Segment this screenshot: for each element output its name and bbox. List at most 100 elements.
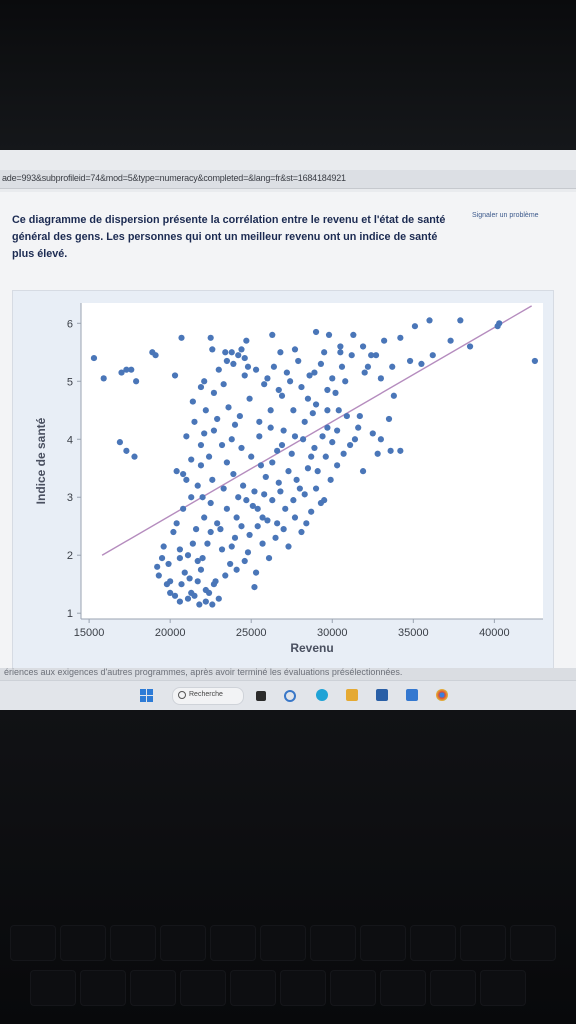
scatter-point	[327, 476, 334, 483]
scatter-point	[312, 328, 320, 336]
scatter-point	[256, 418, 263, 425]
keyboard-key	[230, 970, 276, 1006]
scatter-point	[265, 555, 273, 562]
scatter-point	[389, 363, 396, 370]
scatter-point	[209, 601, 216, 608]
scatter-point	[176, 598, 183, 605]
browser-window: ade=993&subprofileid=74&mod=5&type=numer…	[0, 150, 576, 710]
scatter-point	[248, 453, 255, 460]
scatter-point	[241, 557, 248, 565]
scatter-point	[188, 494, 195, 501]
scatter-point	[361, 369, 368, 376]
scatter-chart: 15000 20000 25000 30000 35000 40000 1 2 3 4 5 6 Reve…	[34, 303, 543, 655]
scatter-point	[167, 578, 174, 585]
keyboard-key	[60, 925, 106, 961]
scatter-point	[238, 523, 245, 530]
scatter-point	[397, 447, 404, 454]
scatter-point	[324, 407, 331, 414]
scatter-point	[348, 352, 355, 359]
scatter-point	[291, 433, 299, 440]
y-tick-label: 2	[67, 550, 73, 562]
address-bar-url[interactable]: ade=993&subprofileid=74&mod=5&type=numer…	[2, 173, 346, 183]
scatter-point	[324, 386, 331, 394]
scatter-point	[264, 375, 271, 382]
scatter-point	[293, 476, 300, 483]
keyboard-row	[0, 970, 576, 1010]
keyboard-row	[0, 925, 576, 965]
scatter-point	[335, 407, 342, 414]
keyboard-key	[480, 970, 526, 1006]
scatter-point	[205, 589, 213, 597]
file-explorer-icon[interactable]	[256, 691, 266, 701]
scatter-point	[171, 372, 179, 379]
scatter-point	[257, 462, 265, 469]
scatter-point	[269, 331, 276, 338]
scatter-point	[207, 528, 214, 536]
x-tick-label: 30000	[317, 627, 348, 639]
question-text: Ce diagramme de dispersion présente la c…	[12, 214, 446, 260]
scatter-point	[154, 563, 161, 570]
scatter-point	[244, 549, 252, 556]
scatter-point	[256, 433, 263, 440]
scatter-point	[194, 482, 201, 489]
scatter-point	[173, 520, 180, 527]
chrome-icon[interactable]	[436, 689, 448, 701]
cortana-icon[interactable]	[284, 690, 296, 702]
mail-icon[interactable]	[406, 689, 418, 701]
scatter-point	[269, 497, 276, 504]
scatter-point	[233, 566, 240, 573]
scatter-point	[238, 444, 245, 452]
windows-start-icon[interactable]	[140, 689, 154, 703]
scatter-point	[197, 462, 205, 469]
scatter-point	[406, 357, 414, 365]
scatter-point	[291, 514, 299, 521]
scatter-point	[267, 424, 274, 431]
scatter-point	[322, 453, 329, 460]
scatter-point	[236, 412, 243, 420]
y-tick-label: 4	[67, 434, 73, 446]
scatter-point	[133, 378, 140, 385]
scatter-point	[291, 346, 299, 353]
keyboard-key	[10, 925, 56, 961]
scatter-point	[267, 407, 274, 414]
scatter-point	[170, 528, 177, 536]
scatter-point	[290, 407, 297, 414]
taskbar-search-box[interactable]: Recherche	[172, 687, 244, 705]
scatter-point	[374, 450, 381, 457]
keyboard-key	[110, 925, 156, 961]
scatter-point	[118, 369, 125, 376]
scatter-point	[188, 456, 195, 463]
scatter-point	[204, 540, 211, 547]
x-tick-label: 15000	[74, 627, 105, 639]
scatter-point	[165, 560, 172, 568]
scatter-point	[189, 540, 196, 547]
footer-partial-text: ériences aux exigences d'autres programm…	[4, 668, 403, 677]
scatter-point	[199, 555, 206, 562]
scatter-point	[178, 581, 185, 588]
scatter-point	[259, 540, 266, 547]
scatter-point	[262, 473, 269, 481]
scatter-point	[202, 407, 209, 414]
address-bar[interactable]: ade=993&subprofileid=74&mod=5&type=numer…	[0, 170, 576, 189]
edge-icon[interactable]	[316, 689, 328, 701]
y-tick-label: 6	[67, 318, 73, 330]
scatter-point	[264, 517, 271, 524]
scatter-point	[205, 453, 213, 460]
scatter-point	[301, 418, 308, 425]
scatter-point	[381, 337, 388, 344]
scatter-point	[222, 349, 229, 356]
store-icon[interactable]	[376, 689, 388, 701]
scatter-point	[272, 534, 279, 541]
report-problem-link[interactable]: Signaler un problème	[472, 212, 539, 219]
keyboard-key	[330, 970, 376, 1006]
scatter-point	[243, 337, 250, 344]
scatter-point	[181, 569, 188, 576]
trend-line	[101, 305, 533, 556]
scatter-point	[340, 450, 347, 457]
keyboard-key	[360, 925, 406, 961]
scatter-point	[223, 357, 230, 365]
photos-icon[interactable]	[346, 689, 358, 701]
scatter-point	[207, 499, 214, 507]
scatter-point	[178, 334, 185, 341]
scatter-point	[290, 497, 297, 504]
